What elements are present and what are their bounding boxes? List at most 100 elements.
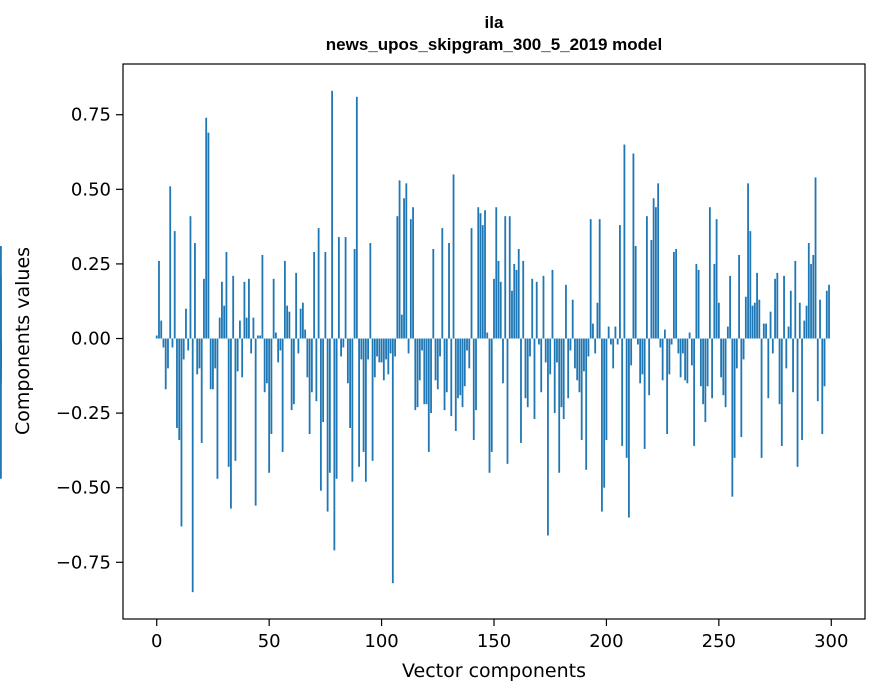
bar-component-19 [198,338,201,369]
bar-component-45 [257,335,259,339]
bar-component-281 [787,326,790,339]
bar-component-251 [720,338,722,378]
bar-component-204 [614,326,617,339]
bars-group [0,90,830,593]
bar-component-178 [556,338,558,363]
bar-component-189 [580,338,583,440]
bar-component-57 [283,260,286,339]
bar-component-34 [232,275,235,339]
bar-component-132 [452,174,455,339]
bar-component-80 [335,338,338,479]
bar-component-157 [508,216,511,339]
bar-component-14 [187,338,190,351]
chart-title: ila [485,13,504,32]
bar-component-270 [762,323,765,339]
bar-component-49 [266,338,268,384]
bar-component-141 [472,338,475,440]
bar-component-36 [236,338,239,372]
bar-component-102 [385,338,387,360]
bar-component-156 [506,338,509,464]
bar-component-56 [281,338,284,452]
bar-component-287 [801,338,803,440]
bar-component-90 [358,338,360,467]
bar-component-268 [758,299,761,339]
bar-component-165 [526,338,529,408]
bar-component-212 [632,153,635,339]
bar-component-232 [677,338,680,354]
bar-component-236 [686,338,689,384]
bar-component-297 [823,338,826,387]
y-tick-label: 0.00 [71,329,111,350]
bar-component-58 [286,305,289,339]
bar-component-140 [470,228,473,339]
bar-component-121 [427,338,430,452]
bar-component-199 [603,338,606,488]
bar-component-151 [495,207,498,339]
bar-component-91 [360,338,363,360]
bar-component-1 [158,260,160,339]
bar-component-67 [306,338,309,378]
bar-component-27 [216,338,219,479]
bar-component-266 [753,302,756,339]
bar-component-127 [441,228,444,339]
bar-component-150 [493,278,495,339]
bar-component-126 [439,338,441,357]
bar-component-202 [610,338,612,345]
bar-component-170 [538,338,540,345]
x-tick-label: 100 [364,631,398,652]
bar-component-248 [713,263,716,339]
bar-component-147 [486,332,489,339]
bar-component-76 [326,338,329,512]
bar-component-246 [708,207,711,339]
bar-component-154 [502,338,504,384]
bar-component-33 [230,338,232,509]
bar-component-149 [490,338,493,452]
bar-component-223 [657,183,660,339]
plot-frame [122,63,866,620]
bar-component-61 [292,338,295,405]
y-tick-label: 0.75 [71,105,111,126]
bar-component-47 [261,254,264,339]
bar-component-227 [666,338,669,434]
bar-component-172 [542,275,545,339]
bar-component-81 [337,237,340,339]
bar-component-269 [760,338,763,458]
bar-component-8 [173,231,176,339]
bar-component-107 [396,216,399,339]
bar-component-221 [652,198,655,339]
bar-component-194 [592,323,594,339]
bar-component-253 [724,338,727,408]
bar-component-30 [223,305,226,339]
bar-component-155 [504,216,507,339]
bar-component-98 [376,338,378,357]
bar-component-16 [191,338,194,593]
bar-component-68 [308,338,311,434]
bar-component-29 [221,281,223,339]
bar-component-192 [587,338,590,357]
bar-component-252 [722,338,725,396]
bar-component-6 [169,186,172,339]
bar-component-166 [529,338,531,357]
bar-component-274 [771,338,774,354]
bar-component-176 [551,269,554,339]
bar-component-104 [389,338,392,354]
bar-component-115 [414,338,417,411]
bar-component-77 [328,338,331,473]
bar-component-137 [463,338,466,387]
bar-component-106 [394,338,396,357]
bar-component-217 [643,338,646,449]
bar-component-237 [688,332,691,339]
bar-component-180 [560,338,563,408]
bar-component-85 [346,338,349,384]
bar-component-65 [301,302,304,339]
x-tick-label: 300 [814,631,848,652]
bar-component-142 [475,338,477,411]
chart-subtitle: news_upos_skipgram_300_5_2019 model [326,35,662,54]
bar-component-94 [367,338,369,360]
bar-component-89 [355,96,358,339]
bar-component-258 [735,338,738,369]
bar-component-198 [601,338,603,512]
bar-component-213 [634,246,637,339]
bar-component-153 [499,281,502,339]
